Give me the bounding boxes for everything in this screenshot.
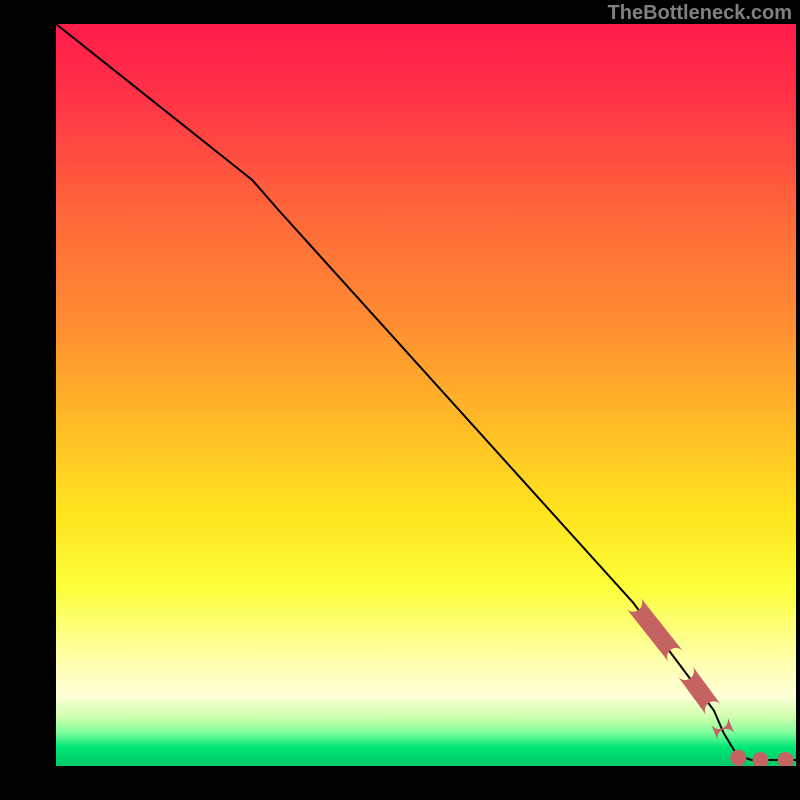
plot-area — [56, 24, 796, 766]
chart-root: TheBottleneck.com — [0, 0, 800, 800]
watermark-text: TheBottleneck.com — [608, 2, 792, 25]
data-marker — [730, 750, 746, 766]
chart-background — [56, 24, 796, 766]
